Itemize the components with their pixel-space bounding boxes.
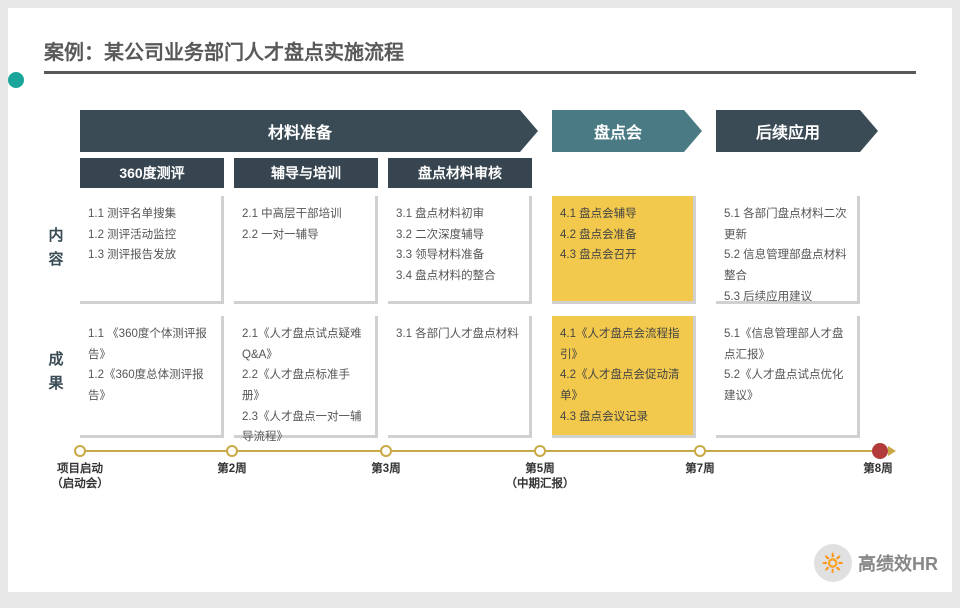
process-chart: 材料准备盘点会后续应用 360度测评辅导与培训盘点材料审核 内容 成果 1.1 … <box>80 110 916 496</box>
phase-arrow: 后续应用 <box>716 110 860 152</box>
side-label-result: 成果 <box>46 348 66 396</box>
result-card: 4.1《人才盘点会流程指引》4.2《人才盘点会促动清单》4.3 盘点会议记录 <box>552 316 696 438</box>
timeline-dot <box>534 445 546 457</box>
timeline-arrowhead-icon <box>888 446 896 456</box>
timeline-label: 第3周 <box>371 462 400 477</box>
side-label-content: 内容 <box>46 224 66 272</box>
sub-phase-row: 360度测评辅导与培训盘点材料审核 <box>80 158 916 188</box>
timeline <box>80 446 890 456</box>
timeline-label: 第8周 <box>863 462 892 477</box>
timeline-label: 第7周 <box>685 462 714 477</box>
timeline-label: 第5周（中期汇报） <box>506 462 575 492</box>
result-card: 3.1 各部门人才盘点材料 <box>388 316 532 438</box>
timeline-label: 第2周 <box>217 462 246 477</box>
watermark: 🔆 高绩效HR <box>814 544 938 582</box>
timeline-labels: 项目启动（启动会）第2周第3周第5周（中期汇报）第7周第8周 <box>80 462 890 496</box>
content-card: 1.1 测评名单搜集1.2 测评活动监控1.3 测评报告发放 <box>80 196 224 304</box>
slide-title: 案例：某公司业务部门人才盘点实施流程 <box>44 36 916 65</box>
content-card: 4.1 盘点会辅导4.2 盘点会准备4.3 盘点会召开 <box>552 196 696 304</box>
phase-arrow: 材料准备 <box>80 110 520 152</box>
timeline-dot <box>226 445 238 457</box>
content-card: 3.1 盘点材料初审3.2 二次深度辅导3.3 领导材料准备3.4 盘点材料的整… <box>388 196 532 304</box>
phase-arrows-row: 材料准备盘点会后续应用 <box>80 110 916 152</box>
timeline-dot <box>380 445 392 457</box>
timeline-label: 项目启动（启动会） <box>51 462 109 492</box>
phase-arrow: 盘点会 <box>552 110 684 152</box>
sub-phase: 360度测评 <box>80 158 224 188</box>
watermark-text: 高绩效HR <box>858 550 938 576</box>
sub-phase: 辅导与培训 <box>234 158 378 188</box>
slide-page: 案例：某公司业务部门人才盘点实施流程 材料准备盘点会后续应用 360度测评辅导与… <box>8 8 952 592</box>
content-card: 2.1 中高层干部培训2.2 一对一辅导 <box>234 196 378 304</box>
result-card: 5.1《信息管理部人才盘点汇报》5.2《人才盘点试点优化建议》 <box>716 316 860 438</box>
accent-dot <box>8 72 24 88</box>
timeline-dot <box>872 443 888 459</box>
title-underline <box>44 71 916 74</box>
timeline-dot <box>694 445 706 457</box>
content-card: 5.1 各部门盘点材料二次更新5.2 信息管理部盘点材料整合5.3 后续应用建议 <box>716 196 860 304</box>
timeline-line <box>80 450 890 452</box>
result-card: 2.1《人才盘点试点疑难Q&A》2.2《人才盘点标准手册》2.3《人才盘点一对一… <box>234 316 378 438</box>
sub-phase: 盘点材料审核 <box>388 158 532 188</box>
watermark-icon: 🔆 <box>814 544 852 582</box>
timeline-dot <box>74 445 86 457</box>
result-card: 1.1 《360度个体测评报告》1.2《360度总体测评报告》 <box>80 316 224 438</box>
